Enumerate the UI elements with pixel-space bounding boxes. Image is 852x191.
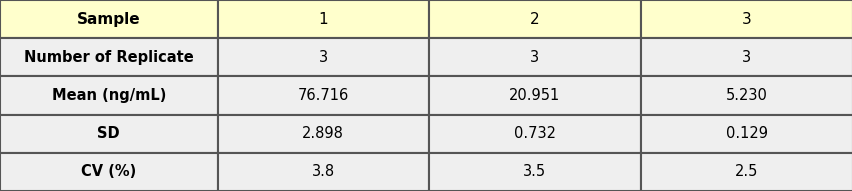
Text: 3: 3 [741,50,751,65]
Bar [217,76,429,115]
Text: 2: 2 [529,12,539,27]
Bar [217,38,429,76]
Bar [0,38,217,76]
Bar [0,115,217,153]
Bar [217,115,429,153]
Text: 2.898: 2.898 [302,126,344,141]
Text: Sample: Sample [77,12,141,27]
Bar [640,38,852,76]
Text: 76.716: 76.716 [297,88,348,103]
Bar [0,76,217,115]
Bar [217,0,429,38]
Bar [640,0,852,38]
Text: Mean (ng/mL): Mean (ng/mL) [51,88,166,103]
Bar [429,0,640,38]
Bar [640,115,852,153]
Text: 3.8: 3.8 [311,164,335,179]
Text: CV (%): CV (%) [81,164,136,179]
Bar [429,153,640,191]
Bar [217,153,429,191]
Text: 3.5: 3.5 [522,164,546,179]
Bar [429,38,640,76]
Bar [429,115,640,153]
Text: 3: 3 [741,12,751,27]
Text: 0.732: 0.732 [513,126,556,141]
Text: Number of Replicate: Number of Replicate [24,50,193,65]
Bar [0,0,217,38]
Text: 20.951: 20.951 [509,88,560,103]
Text: 5.230: 5.230 [725,88,767,103]
Text: 0.129: 0.129 [725,126,767,141]
Bar [429,76,640,115]
Text: 3: 3 [319,50,327,65]
Bar [640,153,852,191]
Text: 2.5: 2.5 [734,164,757,179]
Bar [0,153,217,191]
Text: 3: 3 [530,50,538,65]
Bar [640,76,852,115]
Text: SD: SD [97,126,120,141]
Text: 1: 1 [318,12,328,27]
